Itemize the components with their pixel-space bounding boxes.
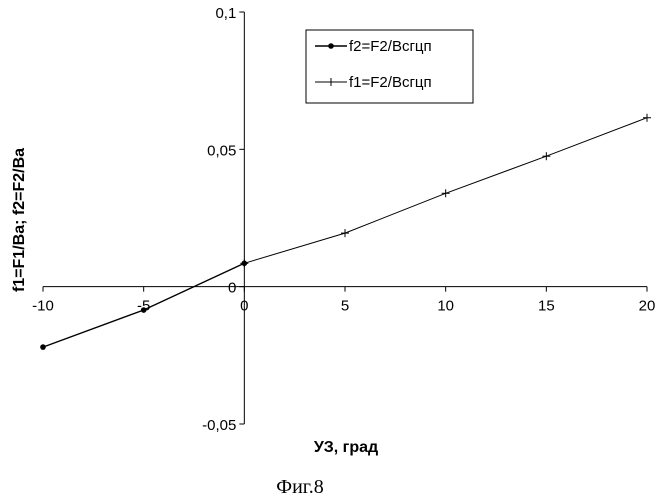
x-tick-label: 20 [639, 298, 656, 315]
x-tick-label: 5 [341, 298, 349, 315]
x-tick-label: -10 [32, 298, 54, 315]
y-tick-label: 0 [228, 280, 236, 297]
x-ticks: -10-505101520 [32, 287, 655, 315]
legend-marker-series-1 [328, 43, 334, 49]
legend-label-series-1: f2=F2/Bсгцп [349, 38, 432, 55]
y-tick-label: 0,05 [207, 142, 236, 159]
y-axis-title: f1=F1/Ba; f2=F2/Ba [11, 148, 28, 292]
data-point [341, 229, 349, 237]
figure-caption: Фиг.8 [276, 476, 323, 498]
x-axis-title: УЗ, град [314, 439, 378, 456]
y-tick-label: 0,1 [215, 5, 236, 22]
y-tick-label: -0,05 [202, 417, 236, 434]
series-2 [240, 114, 651, 268]
legend: f2=F2/Bсгцп f1=F2/Bсгцп [306, 30, 473, 103]
x-tick-label: 10 [437, 298, 454, 315]
data-point [643, 114, 651, 122]
data-point [141, 307, 147, 313]
x-tick-label: 0 [240, 298, 248, 315]
data-point [442, 189, 450, 197]
y-ticks: 0,1 0,05 0 -0,05 [202, 5, 244, 434]
data-point [542, 152, 550, 160]
x-tick-label: 15 [538, 298, 555, 315]
data-point [40, 344, 46, 350]
legend-label-series-2: f1=F2/Bсгцп [349, 74, 432, 91]
data-point [240, 259, 248, 267]
